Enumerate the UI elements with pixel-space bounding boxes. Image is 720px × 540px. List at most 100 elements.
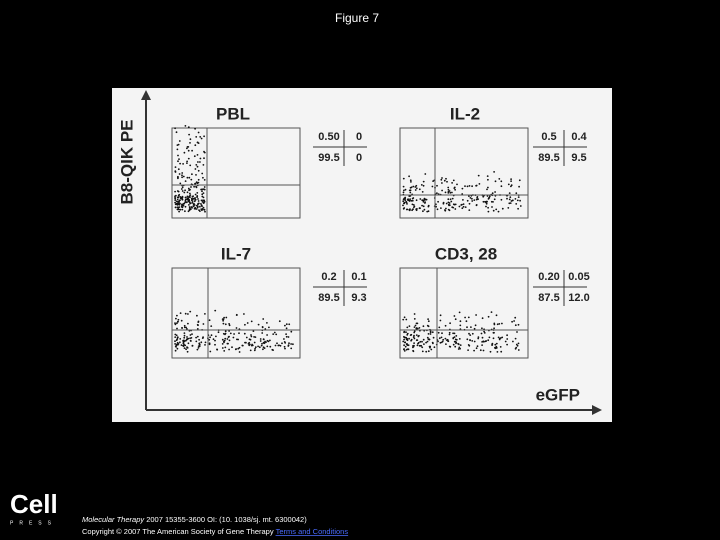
dot [198,338,201,341]
dot [444,191,447,194]
dot [449,345,452,348]
dot [492,201,494,203]
dot [464,316,466,319]
dot [254,347,256,350]
dot [431,185,434,188]
dot [455,342,457,345]
dot [261,326,264,328]
dot [195,336,198,339]
dot [475,198,478,201]
dot [176,190,179,192]
dot [485,340,488,342]
dot [187,342,190,345]
dot [438,337,441,340]
dot [174,322,176,324]
dot [405,201,408,204]
dot [406,326,409,329]
dot [446,338,449,341]
dot [402,200,405,203]
dot [223,341,225,344]
dot [454,345,457,348]
dot [197,347,200,349]
dot [285,335,288,338]
dot [198,345,201,348]
dot [409,179,412,182]
dot [456,183,458,186]
dot [402,191,405,194]
dot [495,314,498,317]
dot [195,164,198,166]
dot [201,190,203,193]
quadrant-value: 0.20 [538,271,559,283]
dot [179,338,182,340]
dot [200,199,203,202]
dot [453,315,456,317]
dot [457,348,460,350]
dot [179,341,181,344]
dot [448,331,451,334]
dot [177,202,180,205]
dot [486,188,488,191]
dot [184,201,187,204]
slide-title: Figure 7 [335,11,379,25]
dot [404,196,407,199]
dot [199,205,201,208]
dot [406,338,409,340]
dot [487,198,490,200]
dot [514,347,517,350]
dot [493,327,495,330]
dot [174,166,177,169]
dot [422,200,425,203]
dot [284,347,286,350]
dot [506,197,508,200]
dot [413,334,415,337]
dot [188,204,190,206]
dot [473,340,476,343]
dot [188,208,191,211]
dot [439,319,442,322]
dot [203,208,206,211]
dot [489,350,492,353]
dot [262,348,264,351]
dot [224,330,227,333]
dot [183,336,186,339]
dot [290,330,293,333]
dot [228,324,231,327]
quadrant-value: 0.2 [321,271,336,283]
dot [228,330,231,332]
dot [268,326,270,329]
dot [252,330,255,332]
dot [466,326,468,329]
dot [290,343,292,345]
dot [436,208,439,211]
dot [440,207,442,210]
dot [273,331,276,334]
dot [243,313,245,315]
dot [465,320,468,323]
dot [183,340,186,343]
dot [202,323,205,325]
dot [462,203,465,206]
terms-link[interactable]: Terms and Conditions [276,527,349,536]
dot [435,205,437,208]
dot [447,188,450,191]
dot [269,339,271,342]
dot [237,347,240,350]
dot [443,179,446,182]
citation-rest: 2007 15355-3600 OI: (10. 1038/sj. mt. 63… [144,515,307,524]
dot [514,337,517,340]
dot [187,149,190,152]
dot [422,210,424,213]
dot [221,338,224,341]
dot [181,204,184,207]
dot [445,343,447,345]
dot [201,172,204,175]
dot [406,203,408,205]
dot [425,341,427,344]
dot [405,331,407,334]
panel-title: PBL [216,104,250,123]
dot [288,342,290,345]
dot [182,345,185,347]
dot [426,324,429,327]
dot [203,188,206,191]
